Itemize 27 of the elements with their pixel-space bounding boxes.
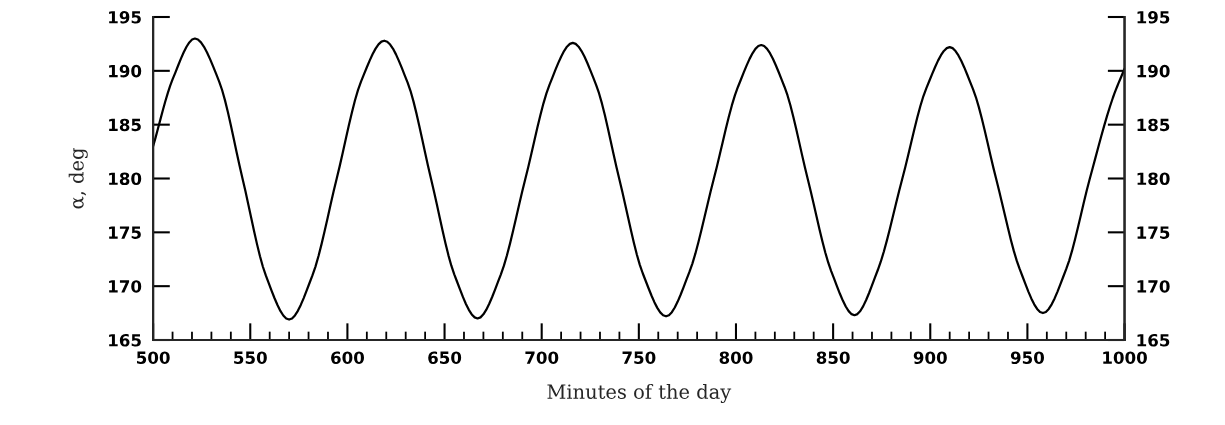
y2-tick-label: 190	[1137, 64, 1170, 78]
x-tick-label: 500	[137, 351, 170, 365]
y-tick-label: 180	[109, 172, 142, 186]
y2-tick-label: 195	[1137, 10, 1170, 24]
x-tick-label: 1000	[1103, 351, 1147, 365]
x-tick-label: 750	[622, 351, 656, 365]
y2-tick-label: 180	[1137, 172, 1170, 186]
x-tick-label: 800	[719, 351, 753, 365]
x-tick-label: 700	[525, 351, 559, 365]
y-tick-label: 185	[109, 118, 141, 132]
x-tick-label: 600	[331, 351, 365, 365]
y2-tick-label: 185	[1137, 118, 1170, 132]
y2-tick-label: 170	[1137, 280, 1170, 293]
y2-tick-label: 175	[1137, 226, 1170, 239]
y2-tick-label: 165	[1137, 333, 1170, 347]
y-tick-label: 195	[109, 10, 141, 24]
x-axis-title: Minutes of the day	[547, 383, 732, 403]
y-tick-label: 175	[109, 226, 141, 239]
x-tick-label: 650	[428, 351, 462, 365]
y-tick-label: 165	[109, 333, 141, 347]
x-tick-label: 550	[234, 351, 267, 365]
y-tick-label: 170	[109, 280, 142, 293]
x-tick-label: 900	[913, 351, 947, 365]
y-tick-label: 190	[109, 64, 142, 78]
x-tick-label: 950	[1010, 351, 1045, 365]
x-tick-label: 850	[816, 351, 850, 365]
y-axis-title: α, deg	[68, 148, 88, 209]
